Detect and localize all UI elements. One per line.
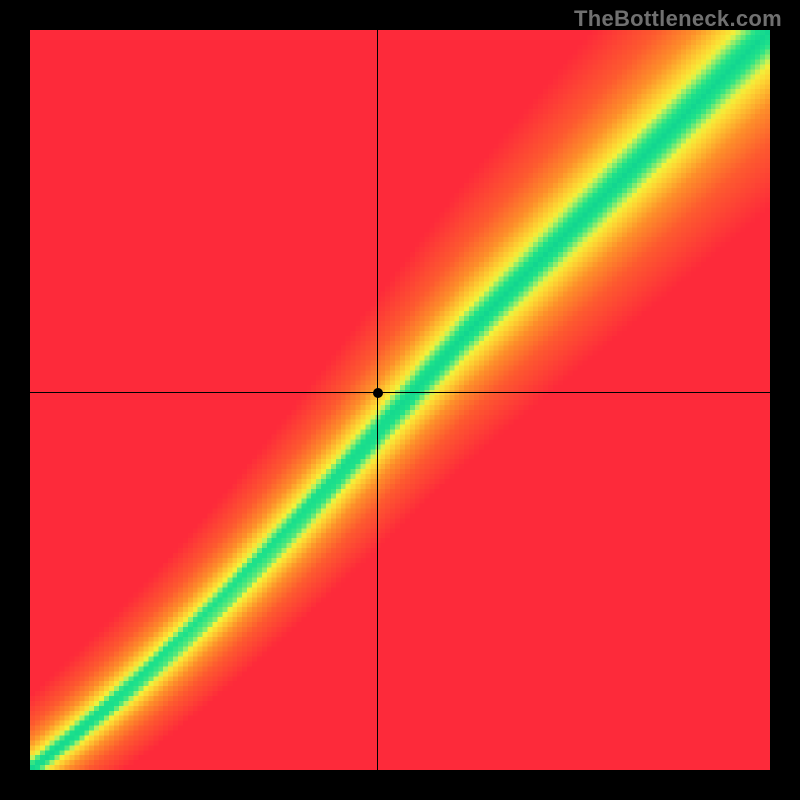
crosshair-point [373, 388, 383, 398]
crosshair-vertical [377, 30, 378, 770]
watermark-text: TheBottleneck.com [574, 6, 782, 32]
outer-frame: TheBottleneck.com [0, 0, 800, 800]
crosshair-horizontal [30, 392, 770, 393]
bottleneck-heatmap [30, 30, 770, 770]
